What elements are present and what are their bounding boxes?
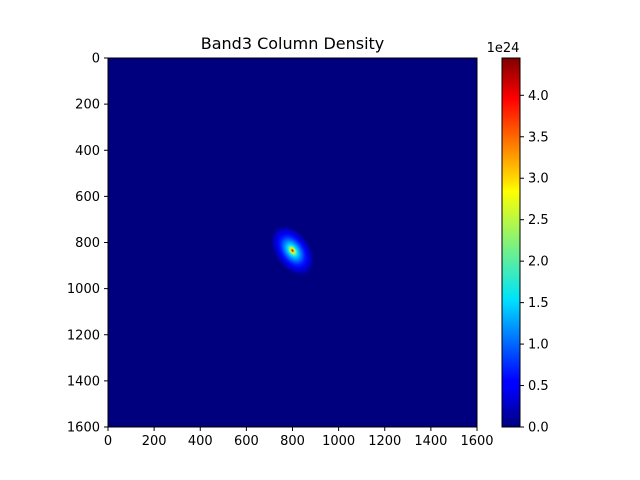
colorbar-tick-label: 3.0 <box>528 172 549 187</box>
colorbar <box>501 57 521 428</box>
x-tick-label: 200 <box>142 434 167 449</box>
x-tick-label: 0 <box>104 434 112 449</box>
y-tick-label: 400 <box>75 144 100 159</box>
y-tick-label: 600 <box>75 190 100 205</box>
x-tick-label: 400 <box>188 434 213 449</box>
x-tick-label: 1200 <box>368 434 401 449</box>
colorbar-offset-label: 1e24 <box>487 41 520 56</box>
colorbar-tick-label: 1.5 <box>528 296 549 311</box>
colorbar-axis: 0.0 0.5 1.0 1.5 2.0 2.5 3.0 3.5 4.0 <box>520 89 549 436</box>
chart-title: Band3 Column Density <box>201 34 385 53</box>
source-layer <box>269 224 316 277</box>
y-tick-label: 200 <box>75 98 100 113</box>
y-tick-label: 800 <box>75 236 100 251</box>
colorbar-tick-label: 0.0 <box>528 421 549 436</box>
x-tick-label: 800 <box>280 434 305 449</box>
source-blob <box>269 224 316 277</box>
x-tick-label: 600 <box>234 434 259 449</box>
colorbar-tick-label: 3.5 <box>528 130 549 145</box>
x-tick-label: 1000 <box>322 434 355 449</box>
colorbar-tick-label: 2.0 <box>528 255 549 270</box>
colorbar-tick-label: 0.5 <box>528 379 549 394</box>
y-tick-label: 1000 <box>67 282 100 297</box>
y-tick-label: 0 <box>92 52 100 67</box>
y-axis: 0 200 400 600 800 1000 1200 1400 1600 <box>67 52 108 436</box>
x-tick-label: 1400 <box>414 434 447 449</box>
x-axis: 0 200 400 600 800 1000 1200 1400 1600 <box>104 427 494 449</box>
colorbar-tick-label: 2.5 <box>528 213 549 228</box>
colorbar-tick-label: 4.0 <box>528 89 549 104</box>
colorbar-tick-label: 1.0 <box>528 338 549 353</box>
x-tick-label: 1600 <box>460 434 493 449</box>
y-tick-label: 1200 <box>67 328 100 343</box>
y-tick-label: 1400 <box>67 374 100 389</box>
y-tick-label: 1600 <box>67 421 100 436</box>
